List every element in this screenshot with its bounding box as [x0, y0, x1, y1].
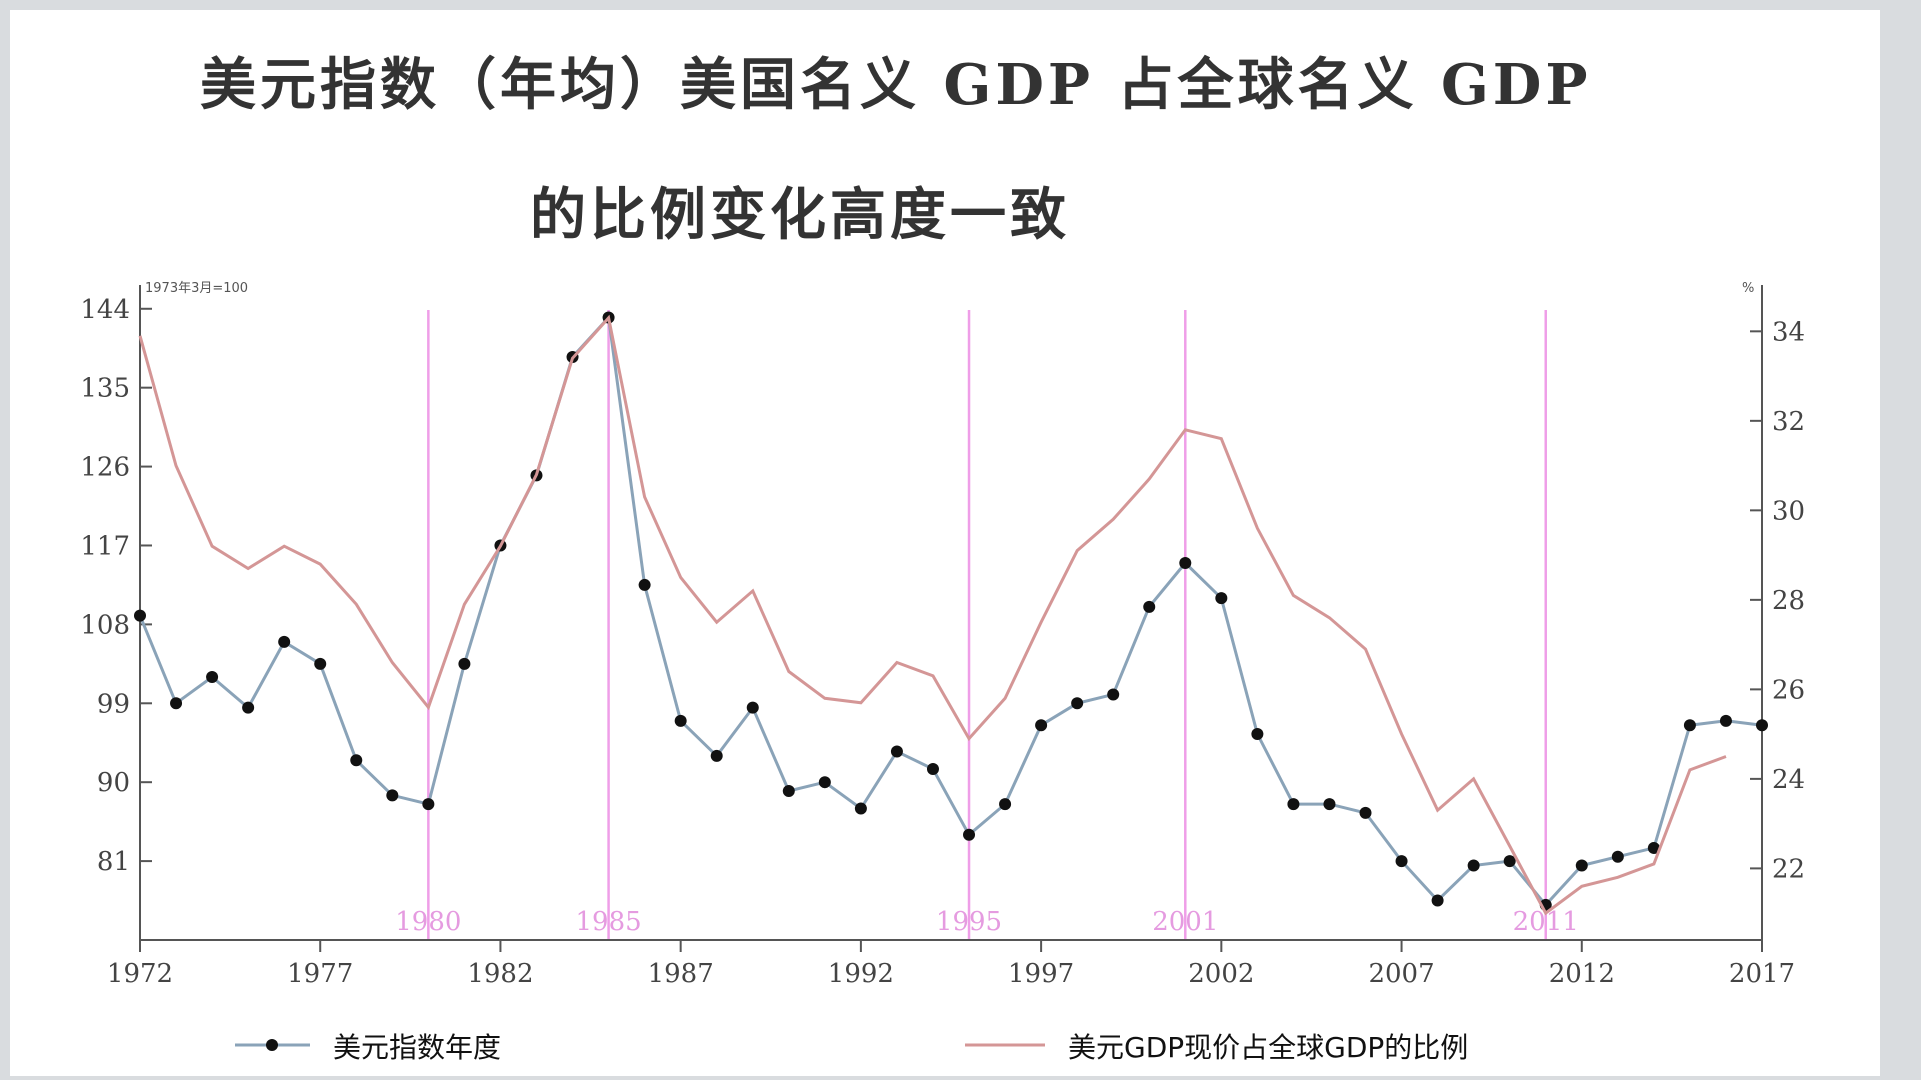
- series-point: [1107, 688, 1120, 701]
- right-tick-label: 22: [1772, 854, 1805, 884]
- series-point: [1215, 592, 1228, 605]
- chart-subtitle: 的比例变化高度一致: [530, 182, 1070, 248]
- series-line-2: [138, 314, 1727, 916]
- series-point: [1323, 798, 1336, 811]
- series-point: [1611, 850, 1624, 863]
- series-point: [1575, 859, 1588, 872]
- series-point: [278, 635, 291, 648]
- highlight-label-2001: 2001: [1152, 907, 1218, 937]
- right-tick-label: 24: [1772, 765, 1805, 795]
- left-axis-note: 1973年3月=100: [145, 281, 248, 296]
- series-point: [1647, 841, 1660, 854]
- highlight-label-1995: 1995: [936, 907, 1002, 937]
- series-point: [890, 745, 903, 758]
- right-tick-label: 28: [1772, 586, 1805, 616]
- series-point: [314, 657, 327, 670]
- series-point: [782, 784, 795, 797]
- left-tick-label: 117: [80, 531, 130, 561]
- left-tick-label: 81: [97, 847, 130, 877]
- left-tick-label: 90: [97, 768, 130, 798]
- left-tick-label: 99: [97, 689, 130, 719]
- series-point: [134, 609, 146, 622]
- series-point: [1035, 719, 1048, 732]
- series-point: [854, 802, 867, 815]
- legend-label-1: 美元指数年度: [333, 1031, 501, 1064]
- legend-swatch-1-dot: [266, 1039, 278, 1051]
- series-point: [999, 798, 1012, 811]
- series-point: [1756, 719, 1768, 732]
- series-point: [818, 776, 831, 789]
- x-tick-label: 2017: [1729, 959, 1795, 989]
- series-point: [1431, 894, 1444, 907]
- x-tick-label: 1982: [467, 959, 533, 989]
- x-tick-label: 1992: [828, 959, 894, 989]
- series-point: [1395, 855, 1408, 868]
- highlight-label-1980: 1980: [395, 907, 461, 937]
- series-point: [926, 763, 939, 776]
- left-tick-label: 144: [80, 295, 130, 325]
- series-point: [710, 749, 723, 762]
- series-point: [1179, 557, 1192, 570]
- series-point: [1071, 697, 1084, 710]
- series-point: [242, 701, 255, 714]
- slide: 美元指数（年均）美国名义 GDP 占全球名义 GDP 的比例变化高度一致: [10, 10, 1880, 1076]
- x-tick-label: 1972: [107, 959, 173, 989]
- series-point: [1143, 600, 1156, 613]
- chart-title: 美元指数（年均）美国名义 GDP 占全球名义 GDP: [200, 52, 1592, 118]
- left-tick-label: 108: [80, 610, 130, 640]
- series-point: [1359, 806, 1372, 819]
- legend-label-2: 美元GDP现价占全球GDP的比例: [1068, 1031, 1468, 1064]
- series-point: [350, 754, 363, 767]
- x-tick-label: 1987: [648, 959, 714, 989]
- series-line-1: [138, 314, 1763, 908]
- highlight-label-1985: 1985: [575, 907, 641, 937]
- series-point: [674, 714, 687, 727]
- x-tick-label: 1997: [1008, 959, 1074, 989]
- series-point: [386, 789, 399, 802]
- series-point: [206, 670, 219, 683]
- series-point: [458, 657, 471, 670]
- series-point: [963, 828, 976, 841]
- x-tick-label: 1977: [287, 959, 353, 989]
- x-tick-label: 2007: [1368, 959, 1434, 989]
- series-point: [638, 578, 651, 591]
- right-tick-label: 34: [1772, 317, 1805, 347]
- series-point: [422, 798, 435, 811]
- series-point: [170, 697, 183, 710]
- right-tick-label: 30: [1772, 496, 1805, 526]
- x-tick-label: 2002: [1188, 959, 1254, 989]
- right-tick-label: 26: [1772, 675, 1805, 705]
- series-point: [1503, 855, 1516, 868]
- right-axis-unit: %: [1742, 281, 1754, 296]
- series-point: [1683, 719, 1696, 732]
- series-point: [1719, 714, 1732, 727]
- series-point: [1251, 727, 1264, 740]
- series-point: [746, 701, 759, 714]
- x-tick-label: 2012: [1549, 959, 1615, 989]
- left-tick-label: 126: [80, 453, 130, 483]
- series-point: [1287, 798, 1300, 811]
- left-tick-label: 135: [80, 374, 130, 404]
- right-tick-label: 32: [1772, 407, 1805, 437]
- series-point: [1467, 859, 1480, 872]
